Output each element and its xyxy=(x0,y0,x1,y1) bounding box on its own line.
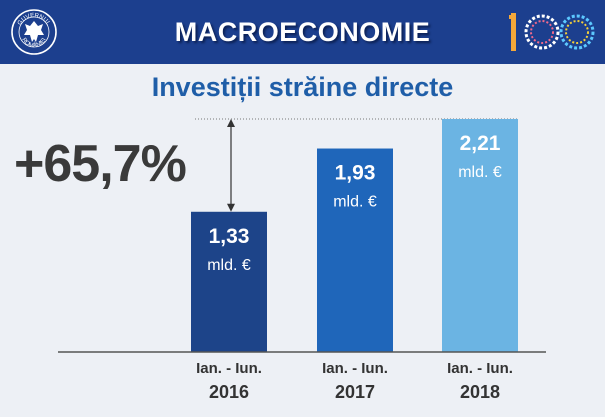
period-label-2016: Ian. - Iun. xyxy=(196,360,262,377)
unit-label-2017: mld. € xyxy=(333,194,377,211)
year-label-2018: 2018 xyxy=(460,382,500,402)
year-label-2017: 2017 xyxy=(335,382,375,402)
growth-annotation: +65,7% xyxy=(14,135,187,193)
period-label-2018: Ian. - Iun. xyxy=(447,360,513,377)
value-label-2017: 1,93 xyxy=(335,162,376,185)
unit-label-2018: mld. € xyxy=(458,164,502,181)
year-label-2016: 2016 xyxy=(209,382,249,402)
value-label-2018: 2,21 xyxy=(460,132,501,155)
bar-2018 xyxy=(442,119,518,352)
header-banner xyxy=(0,0,605,64)
bar-2017 xyxy=(317,148,393,352)
value-label-2016: 1,33 xyxy=(209,225,250,248)
period-label-2017: Ian. - Iun. xyxy=(322,360,388,377)
growth-arrow-head-bottom xyxy=(227,203,235,212)
romania-100-logo-icon xyxy=(509,13,595,51)
growth-arrow-head-top xyxy=(227,119,235,127)
chart-title: Investiții străine directe xyxy=(151,72,454,102)
unit-label-2016: mld. € xyxy=(207,257,251,274)
bar-2016 xyxy=(191,211,267,352)
page-title: MACROECONOMIE xyxy=(174,17,431,47)
government-seal-icon: GUVERNUL ROMÂNIEI xyxy=(11,9,57,55)
svg-text:ROMÂNIEI: ROMÂNIEI xyxy=(20,37,48,49)
